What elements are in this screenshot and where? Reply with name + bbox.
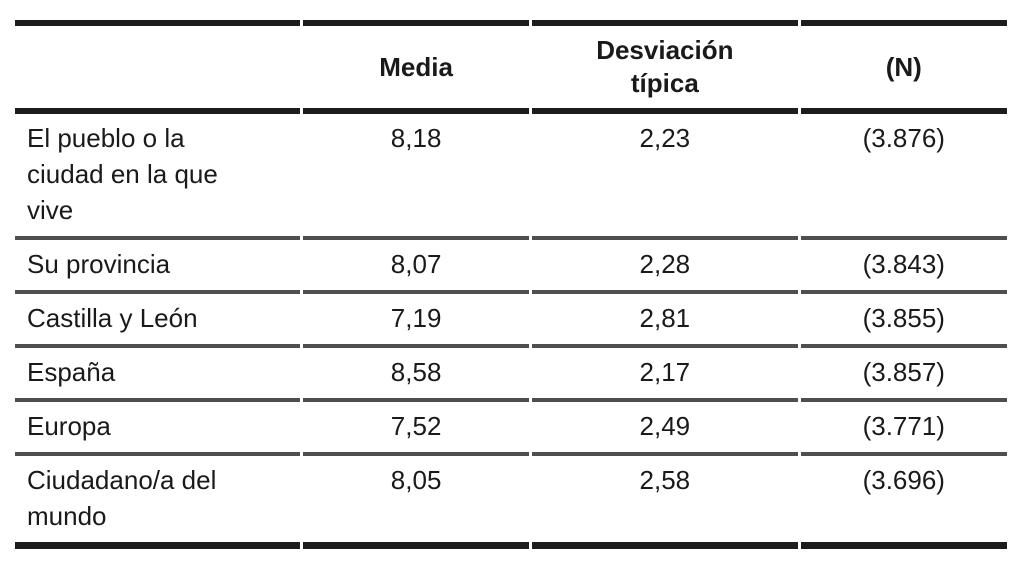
- n-value: (3.771): [800, 402, 1007, 456]
- row-label: España: [27, 357, 116, 387]
- n-value-text: (3.696): [862, 465, 945, 495]
- row-label-cell: El pueblo o la ciudad en la que vive: [15, 114, 301, 240]
- n-value-text: (3.771): [862, 411, 945, 441]
- header-desviacion-tipica: Desviación típica: [532, 20, 798, 114]
- n-value-text: (3.843): [862, 249, 945, 279]
- row-label-cell: Castilla y León: [15, 294, 301, 348]
- row-label: Castilla y León: [27, 303, 198, 333]
- media-value-text: 8,07: [390, 249, 442, 279]
- table-row-provincia: Su provincia 8,07 2,28 (3.843): [15, 240, 1007, 294]
- desviacion-value: 2,17: [532, 348, 798, 402]
- media-value: 8,58: [303, 348, 530, 402]
- desviacion-value-text: 2,17: [639, 357, 691, 387]
- header-empty-cell: [15, 20, 301, 114]
- media-value: 8,18: [303, 114, 530, 240]
- header-media: Media: [303, 20, 530, 114]
- desviacion-value: 2,28: [532, 240, 798, 294]
- header-n: (N): [800, 20, 1007, 114]
- table-row-espana: España 8,58 2,17 (3.857): [15, 348, 1007, 402]
- table-row-ciudadano-mundo: Ciudadano/a del mundo 8,05 2,58 (3.696): [15, 456, 1007, 549]
- desviacion-value-text: 2,23: [639, 123, 691, 153]
- row-label-cell: España: [15, 348, 301, 402]
- media-value: 8,07: [303, 240, 530, 294]
- desviacion-value-text: 2,28: [639, 249, 691, 279]
- table-row-europa: Europa 7,52 2,49 (3.771): [15, 402, 1007, 456]
- header-desviacion-tipica-label: Desviación típica: [596, 35, 734, 98]
- n-value: (3.843): [800, 240, 1007, 294]
- media-value-text: 8,58: [390, 357, 442, 387]
- row-label: Europa: [27, 411, 111, 441]
- media-value-text: 8,18: [390, 123, 442, 153]
- row-label: Su provincia: [27, 249, 171, 279]
- media-value: 7,19: [303, 294, 530, 348]
- desviacion-value-text: 2,58: [639, 465, 691, 495]
- header-n-label: (N): [885, 51, 922, 82]
- desviacion-value: 2,81: [532, 294, 798, 348]
- row-label-cell: Ciudadano/a del mundo: [15, 456, 301, 549]
- media-value-text: 7,52: [390, 411, 442, 441]
- row-label: El pueblo o la ciudad en la que vive: [27, 123, 218, 225]
- media-value-text: 7,19: [390, 303, 442, 333]
- desviacion-value-text: 2,81: [639, 303, 691, 333]
- desviacion-value: 2,23: [532, 114, 798, 240]
- media-value-text: 8,05: [390, 465, 442, 495]
- desviacion-value-text: 2,49: [639, 411, 691, 441]
- n-value-text: (3.876): [862, 123, 945, 153]
- row-label-cell: Europa: [15, 402, 301, 456]
- n-value: (3.855): [800, 294, 1007, 348]
- table-row-pueblo-ciudad: El pueblo o la ciudad en la que vive 8,1…: [15, 114, 1007, 240]
- media-value: 8,05: [303, 456, 530, 549]
- row-label: Ciudadano/a del mundo: [27, 465, 217, 531]
- desviacion-value: 2,49: [532, 402, 798, 456]
- table-row-castilla-leon: Castilla y León 7,19 2,81 (3.855): [15, 294, 1007, 348]
- header-row: Media Desviación típica (N): [15, 20, 1007, 114]
- n-value-text: (3.857): [862, 357, 945, 387]
- statistics-table: Media Desviación típica (N) El pueblo o …: [12, 20, 1010, 549]
- desviacion-value: 2,58: [532, 456, 798, 549]
- n-value: (3.876): [800, 114, 1007, 240]
- n-value-text: (3.855): [862, 303, 945, 333]
- media-value: 7,52: [303, 402, 530, 456]
- header-media-label: Media: [379, 51, 453, 82]
- n-value: (3.696): [800, 456, 1007, 549]
- row-label-cell: Su provincia: [15, 240, 301, 294]
- n-value: (3.857): [800, 348, 1007, 402]
